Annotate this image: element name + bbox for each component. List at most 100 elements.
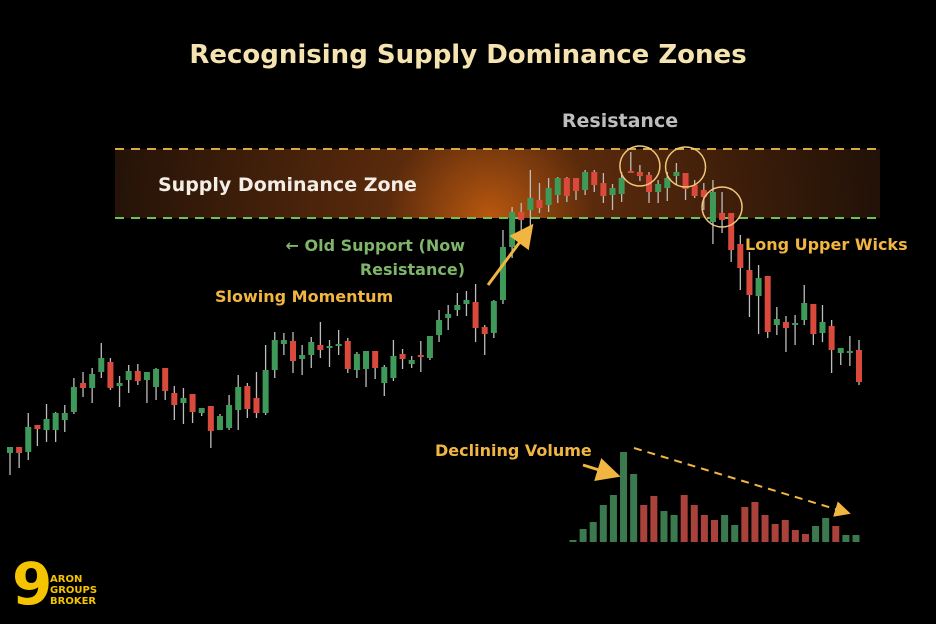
candle-body — [70, 387, 77, 412]
candle-body — [682, 173, 689, 189]
candle-body — [527, 198, 534, 210]
candle-body — [846, 351, 853, 353]
candle — [34, 425, 41, 446]
candle-body — [244, 386, 251, 409]
volume-bar — [721, 515, 729, 542]
candle-body — [828, 326, 835, 350]
candle — [171, 386, 178, 420]
candle — [755, 265, 762, 334]
old-support-label: ← Old Support (Now Resistance) — [285, 236, 465, 279]
candle — [828, 320, 835, 373]
candle-body — [381, 367, 388, 383]
candle — [390, 340, 397, 381]
long-upper-wicks-label: Long Upper Wicks — [745, 235, 908, 254]
volume-bar — [660, 511, 668, 542]
candle-body — [98, 358, 105, 372]
candle — [591, 170, 598, 192]
candle-body — [801, 303, 808, 320]
volume-bar — [700, 515, 708, 542]
candle — [116, 376, 123, 407]
candle-body — [819, 322, 826, 333]
candle-body — [34, 425, 41, 429]
candle-body — [837, 348, 844, 353]
candle-body — [454, 305, 461, 310]
candle — [582, 170, 589, 195]
candle-body — [810, 304, 817, 334]
candle — [143, 372, 150, 403]
candle-body — [198, 408, 205, 413]
candle — [627, 152, 634, 173]
candle-body — [16, 447, 23, 453]
volume-pointer-arrow — [582, 458, 621, 482]
candle-body — [518, 212, 525, 220]
candle — [700, 183, 707, 210]
volume-bar — [650, 496, 658, 542]
candle — [445, 305, 452, 330]
candle-body — [746, 270, 753, 295]
candle-body — [80, 383, 87, 388]
candle-body — [134, 371, 141, 381]
candle-body — [52, 413, 59, 430]
candle — [189, 394, 196, 423]
candle-body — [609, 188, 616, 195]
candle — [353, 352, 360, 378]
candle-body — [326, 346, 333, 348]
candle — [107, 358, 114, 390]
volume-bar — [630, 474, 638, 542]
resistance-label: Resistance — [561, 110, 679, 132]
volume-bar — [791, 530, 799, 542]
candle — [290, 332, 296, 373]
candle — [673, 163, 680, 185]
candle — [280, 333, 287, 355]
logo-nine-mark: 9 — [12, 550, 53, 618]
candle — [317, 322, 324, 358]
candle-body — [728, 213, 735, 250]
volume-bar — [842, 535, 850, 542]
candle-body — [207, 406, 214, 431]
candle — [655, 180, 662, 203]
candle-body — [509, 212, 516, 247]
candle — [43, 404, 50, 442]
candle-body — [262, 370, 269, 413]
candle — [764, 276, 771, 338]
candle — [180, 388, 187, 424]
candle — [235, 375, 242, 430]
candle-body — [408, 360, 415, 364]
candle-body — [143, 372, 150, 380]
candle-body — [664, 178, 671, 188]
volume-bar — [761, 515, 769, 542]
candle-body — [627, 171, 634, 173]
candle-body — [536, 200, 543, 208]
candle-body — [582, 172, 589, 190]
wick-highlight-circle — [664, 146, 707, 188]
candle — [7, 447, 13, 475]
candle-body — [792, 323, 799, 325]
volume-bar — [589, 522, 597, 542]
volume-bar — [569, 540, 577, 542]
candle — [244, 383, 251, 418]
candle — [709, 180, 716, 244]
candle-body — [636, 172, 643, 176]
volume-bar — [741, 507, 749, 542]
candle-body — [7, 447, 13, 453]
candle — [837, 348, 844, 365]
candle — [563, 177, 570, 202]
candle — [618, 172, 625, 202]
candle — [545, 178, 552, 212]
candle — [25, 413, 32, 460]
volume-bar — [832, 526, 840, 542]
candle-body — [481, 327, 488, 334]
volume-bar — [599, 505, 607, 542]
candle — [819, 305, 826, 342]
candle-body — [755, 278, 762, 296]
volume-bar — [812, 526, 820, 542]
volume-bar — [822, 518, 830, 542]
candle-body — [445, 314, 452, 318]
candle — [299, 345, 306, 375]
candle-body — [545, 188, 552, 205]
chart-title: Recognising Supply Dominance Zones — [189, 40, 747, 70]
candle — [773, 307, 780, 335]
candle — [810, 304, 817, 345]
volume-bar — [640, 505, 648, 542]
